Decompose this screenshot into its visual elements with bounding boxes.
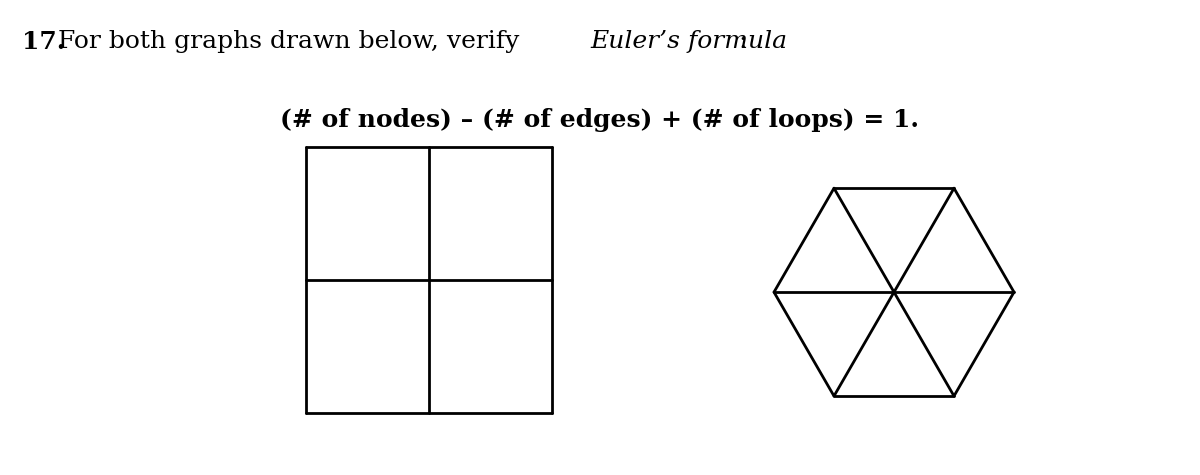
- Text: For both graphs drawn below, verify: For both graphs drawn below, verify: [58, 30, 527, 53]
- Text: (# of nodes) – (# of edges) + (# of loops) = 1.: (# of nodes) – (# of edges) + (# of loop…: [281, 108, 919, 132]
- Text: Euler’s formula: Euler’s formula: [590, 30, 787, 53]
- Text: 17.: 17.: [22, 30, 65, 54]
- Text: :: :: [738, 30, 746, 53]
